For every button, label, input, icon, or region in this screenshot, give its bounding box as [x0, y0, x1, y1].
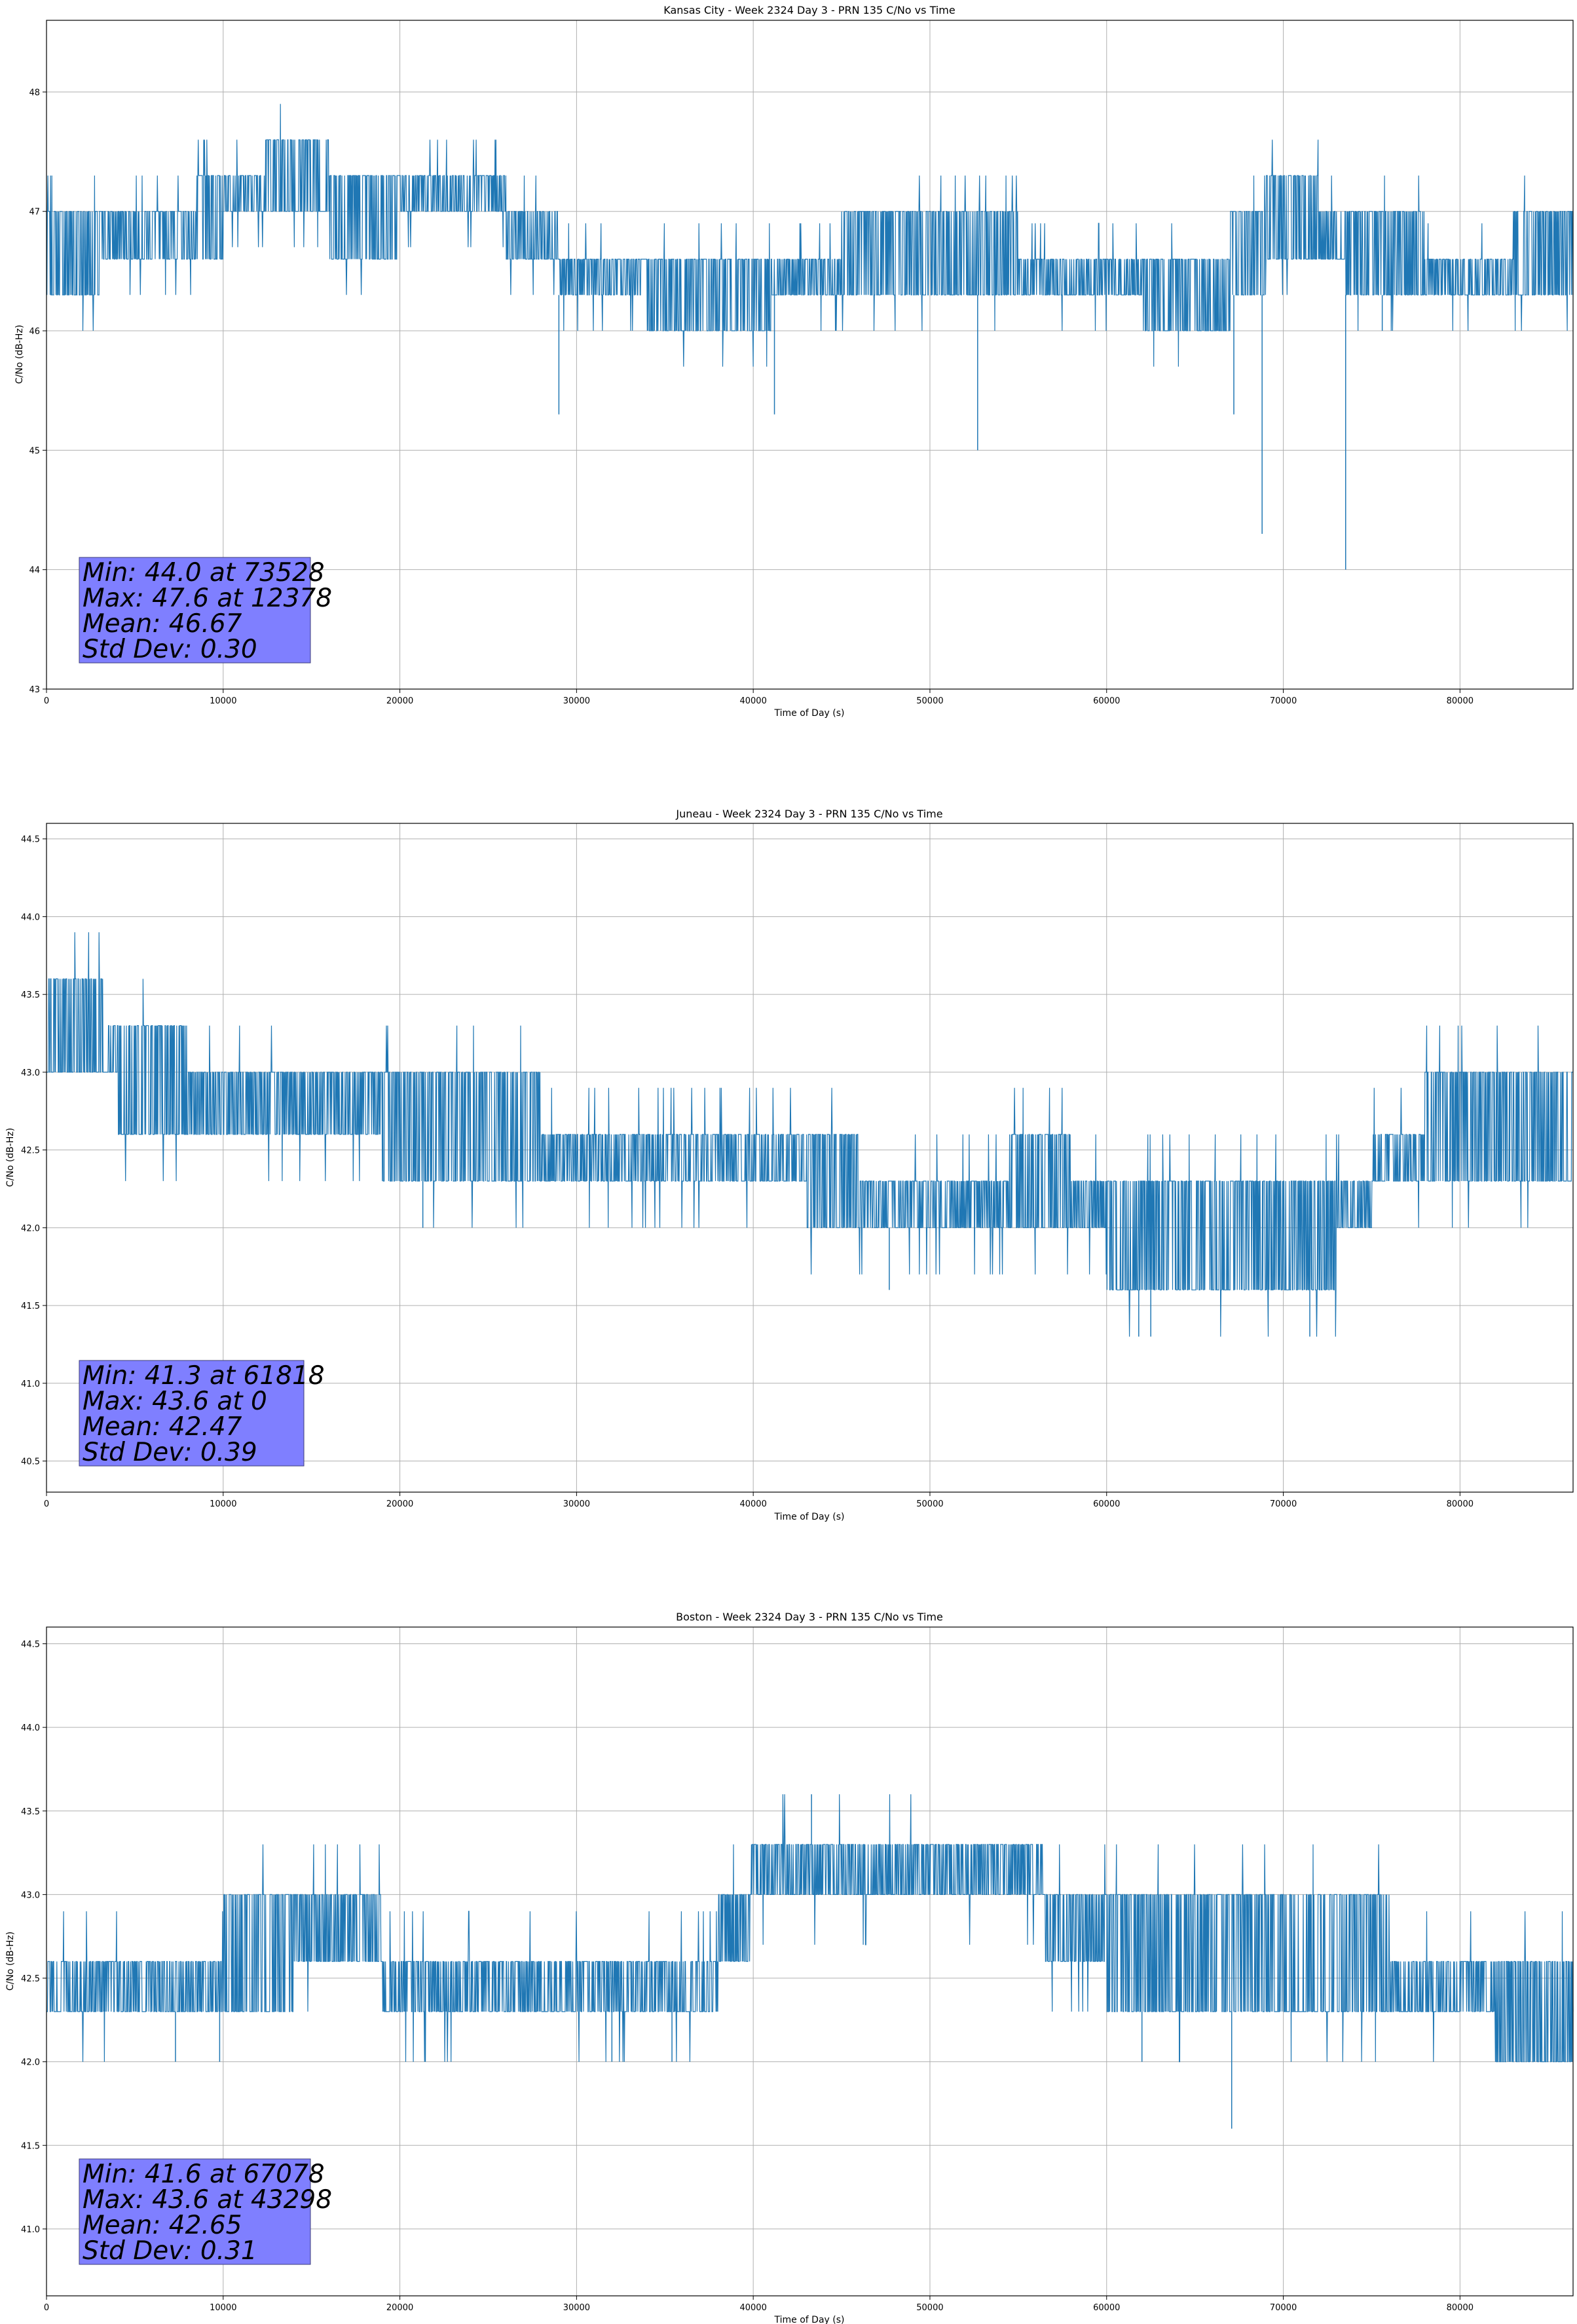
stats-mean: Mean: 46.67 — [83, 609, 242, 639]
cno-series-line — [46, 1794, 1574, 2063]
stats-box: Min: 41.3 at 61818 Max: 43.6 at 0 Mean: … — [79, 1360, 325, 1467]
data-series — [46, 932, 1573, 1337]
panel-kansas-city: Kansas City - Week 2324 Day 3 - PRN 135 … — [14, 4, 1574, 719]
x-tick-label: 60000 — [1093, 696, 1120, 706]
stats-box-background — [79, 1360, 305, 1467]
y-tick-label: 41.0 — [21, 2225, 40, 2235]
y-tick-label: 43.5 — [21, 1807, 40, 1817]
y-tick-label: 44.5 — [21, 1640, 40, 1650]
x-tick-label: 0 — [44, 1499, 49, 1509]
x-tick-label: 70000 — [1270, 2303, 1297, 2313]
chart-title: Boston - Week 2324 Day 3 - PRN 135 C/No … — [676, 1611, 943, 1623]
x-tick-label: 80000 — [1447, 2303, 1474, 2313]
x-tick-label: 70000 — [1270, 1499, 1297, 1509]
stats-box: Min: 41.6 at 67078 Max: 43.6 at 43298 Me… — [79, 2158, 332, 2266]
x-tick-label: 40000 — [739, 2303, 766, 2313]
y-tick-label: 42.0 — [21, 1224, 40, 1233]
x-tick-label: 20000 — [386, 2303, 413, 2313]
panel-boston: Boston - Week 2324 Day 3 - PRN 135 C/No … — [5, 1611, 1574, 2324]
axes: 0 10000 20000 30000 40000 50000 60000 70000 8000… — [29, 88, 1474, 706]
chart-title: Juneau - Week 2324 Day 3 - PRN 135 C/No … — [675, 808, 942, 820]
y-tick-label: 42.5 — [21, 1974, 40, 1984]
x-tick-label: 70000 — [1270, 696, 1297, 706]
y-tick-label: 43.0 — [21, 1068, 40, 1078]
panel-juneau: Juneau - Week 2324 Day 3 - PRN 135 C/No … — [5, 808, 1574, 1522]
chart-title: Kansas City - Week 2324 Day 3 - PRN 135 … — [663, 4, 955, 16]
x-tick-label: 80000 — [1447, 1499, 1474, 1509]
y-tick-label: 41.5 — [21, 1302, 40, 1311]
y-tick-label: 48 — [29, 88, 40, 98]
x-tick-label: 0 — [44, 2303, 49, 2313]
stats-max: Max: 47.6 at 12378 — [83, 584, 332, 613]
plot-frame — [46, 1626, 1574, 2296]
stats-max: Max: 43.6 at 0 — [83, 1387, 267, 1416]
y-tick-label: 44.0 — [21, 1723, 40, 1733]
cno-series-line — [46, 103, 1574, 367]
y-tick-label: 42.0 — [21, 2058, 40, 2068]
x-axis-label: Time of Day (s) — [774, 708, 845, 719]
x-tick-label: 20000 — [386, 1499, 413, 1509]
data-series — [46, 1794, 1574, 2129]
stats-min: Min: 41.6 at 67078 — [83, 2160, 325, 2189]
y-tick-label: 47 — [29, 208, 40, 217]
x-tick-label: 40000 — [739, 696, 766, 706]
x-tick-label: 10000 — [210, 2303, 236, 2313]
x-tick-label: 50000 — [916, 696, 943, 706]
grid — [46, 1627, 1573, 2296]
y-tick-label: 41.5 — [21, 2141, 40, 2151]
axes: 0 10000 20000 30000 40000 50000 60000 70000 8000… — [21, 1640, 1474, 2313]
x-tick-label: 50000 — [916, 2303, 943, 2313]
y-axis-label: C/No (dB-Hz) — [5, 1128, 16, 1187]
stats-mean: Mean: 42.65 — [83, 2211, 242, 2240]
plot-frame — [46, 823, 1574, 1493]
stats-box-background — [79, 557, 311, 664]
x-axis-label: Time of Day (s) — [774, 1512, 845, 1522]
y-tick-label: 43.0 — [21, 1890, 40, 1900]
y-axis-label: C/No (dB-Hz) — [5, 1932, 16, 1991]
stats-box-background — [79, 2158, 311, 2265]
cno-series-line — [46, 932, 1573, 1337]
stats-mean: Mean: 42.47 — [83, 1412, 242, 1442]
y-axis-label: C/No (dB-Hz) — [14, 325, 25, 384]
y-tick-label: 42.5 — [21, 1146, 40, 1156]
stats-min: Min: 41.3 at 61818 — [83, 1361, 325, 1391]
y-tick-label: 43 — [29, 685, 40, 695]
y-tick-label: 41.0 — [21, 1379, 40, 1389]
x-tick-label: 40000 — [739, 1499, 766, 1509]
stats-std-dev: Std Dev: 0.39 — [83, 1438, 257, 1467]
y-tick-label: 46 — [29, 327, 40, 337]
x-axis-label: Time of Day (s) — [774, 2315, 845, 2324]
y-tick-label: 43.5 — [21, 990, 40, 1000]
x-tick-label: 20000 — [386, 696, 413, 706]
y-tick-label: 44 — [29, 566, 40, 576]
y-tick-label: 45 — [29, 446, 40, 456]
plot-frame — [46, 20, 1574, 690]
stats-std-dev: Std Dev: 0.30 — [83, 635, 257, 664]
y-tick-label: 44.5 — [21, 835, 40, 845]
x-tick-label: 10000 — [210, 1499, 236, 1509]
x-tick-label: 30000 — [563, 2303, 590, 2313]
x-tick-label: 30000 — [563, 696, 590, 706]
stats-max: Max: 43.6 at 43298 — [83, 2185, 332, 2215]
x-tick-label: 0 — [44, 696, 49, 706]
y-tick-label: 44.0 — [21, 912, 40, 922]
y-tick-label: 40.5 — [21, 1457, 40, 1467]
data-series — [46, 103, 1574, 570]
x-tick-label: 60000 — [1093, 2303, 1120, 2313]
x-tick-label: 50000 — [916, 1499, 943, 1509]
x-tick-label: 80000 — [1447, 696, 1474, 706]
x-tick-label: 30000 — [563, 1499, 590, 1509]
stats-min: Min: 44.0 at 73528 — [83, 558, 325, 588]
stats-std-dev: Std Dev: 0.31 — [83, 2236, 257, 2266]
axes: 0 10000 20000 30000 40000 50000 60000 70000 8000… — [21, 835, 1474, 1509]
x-tick-label: 10000 — [210, 696, 236, 706]
x-tick-label: 60000 — [1093, 1499, 1120, 1509]
stats-box: Min: 44.0 at 73528 Max: 47.6 at 12378 Me… — [79, 557, 332, 664]
